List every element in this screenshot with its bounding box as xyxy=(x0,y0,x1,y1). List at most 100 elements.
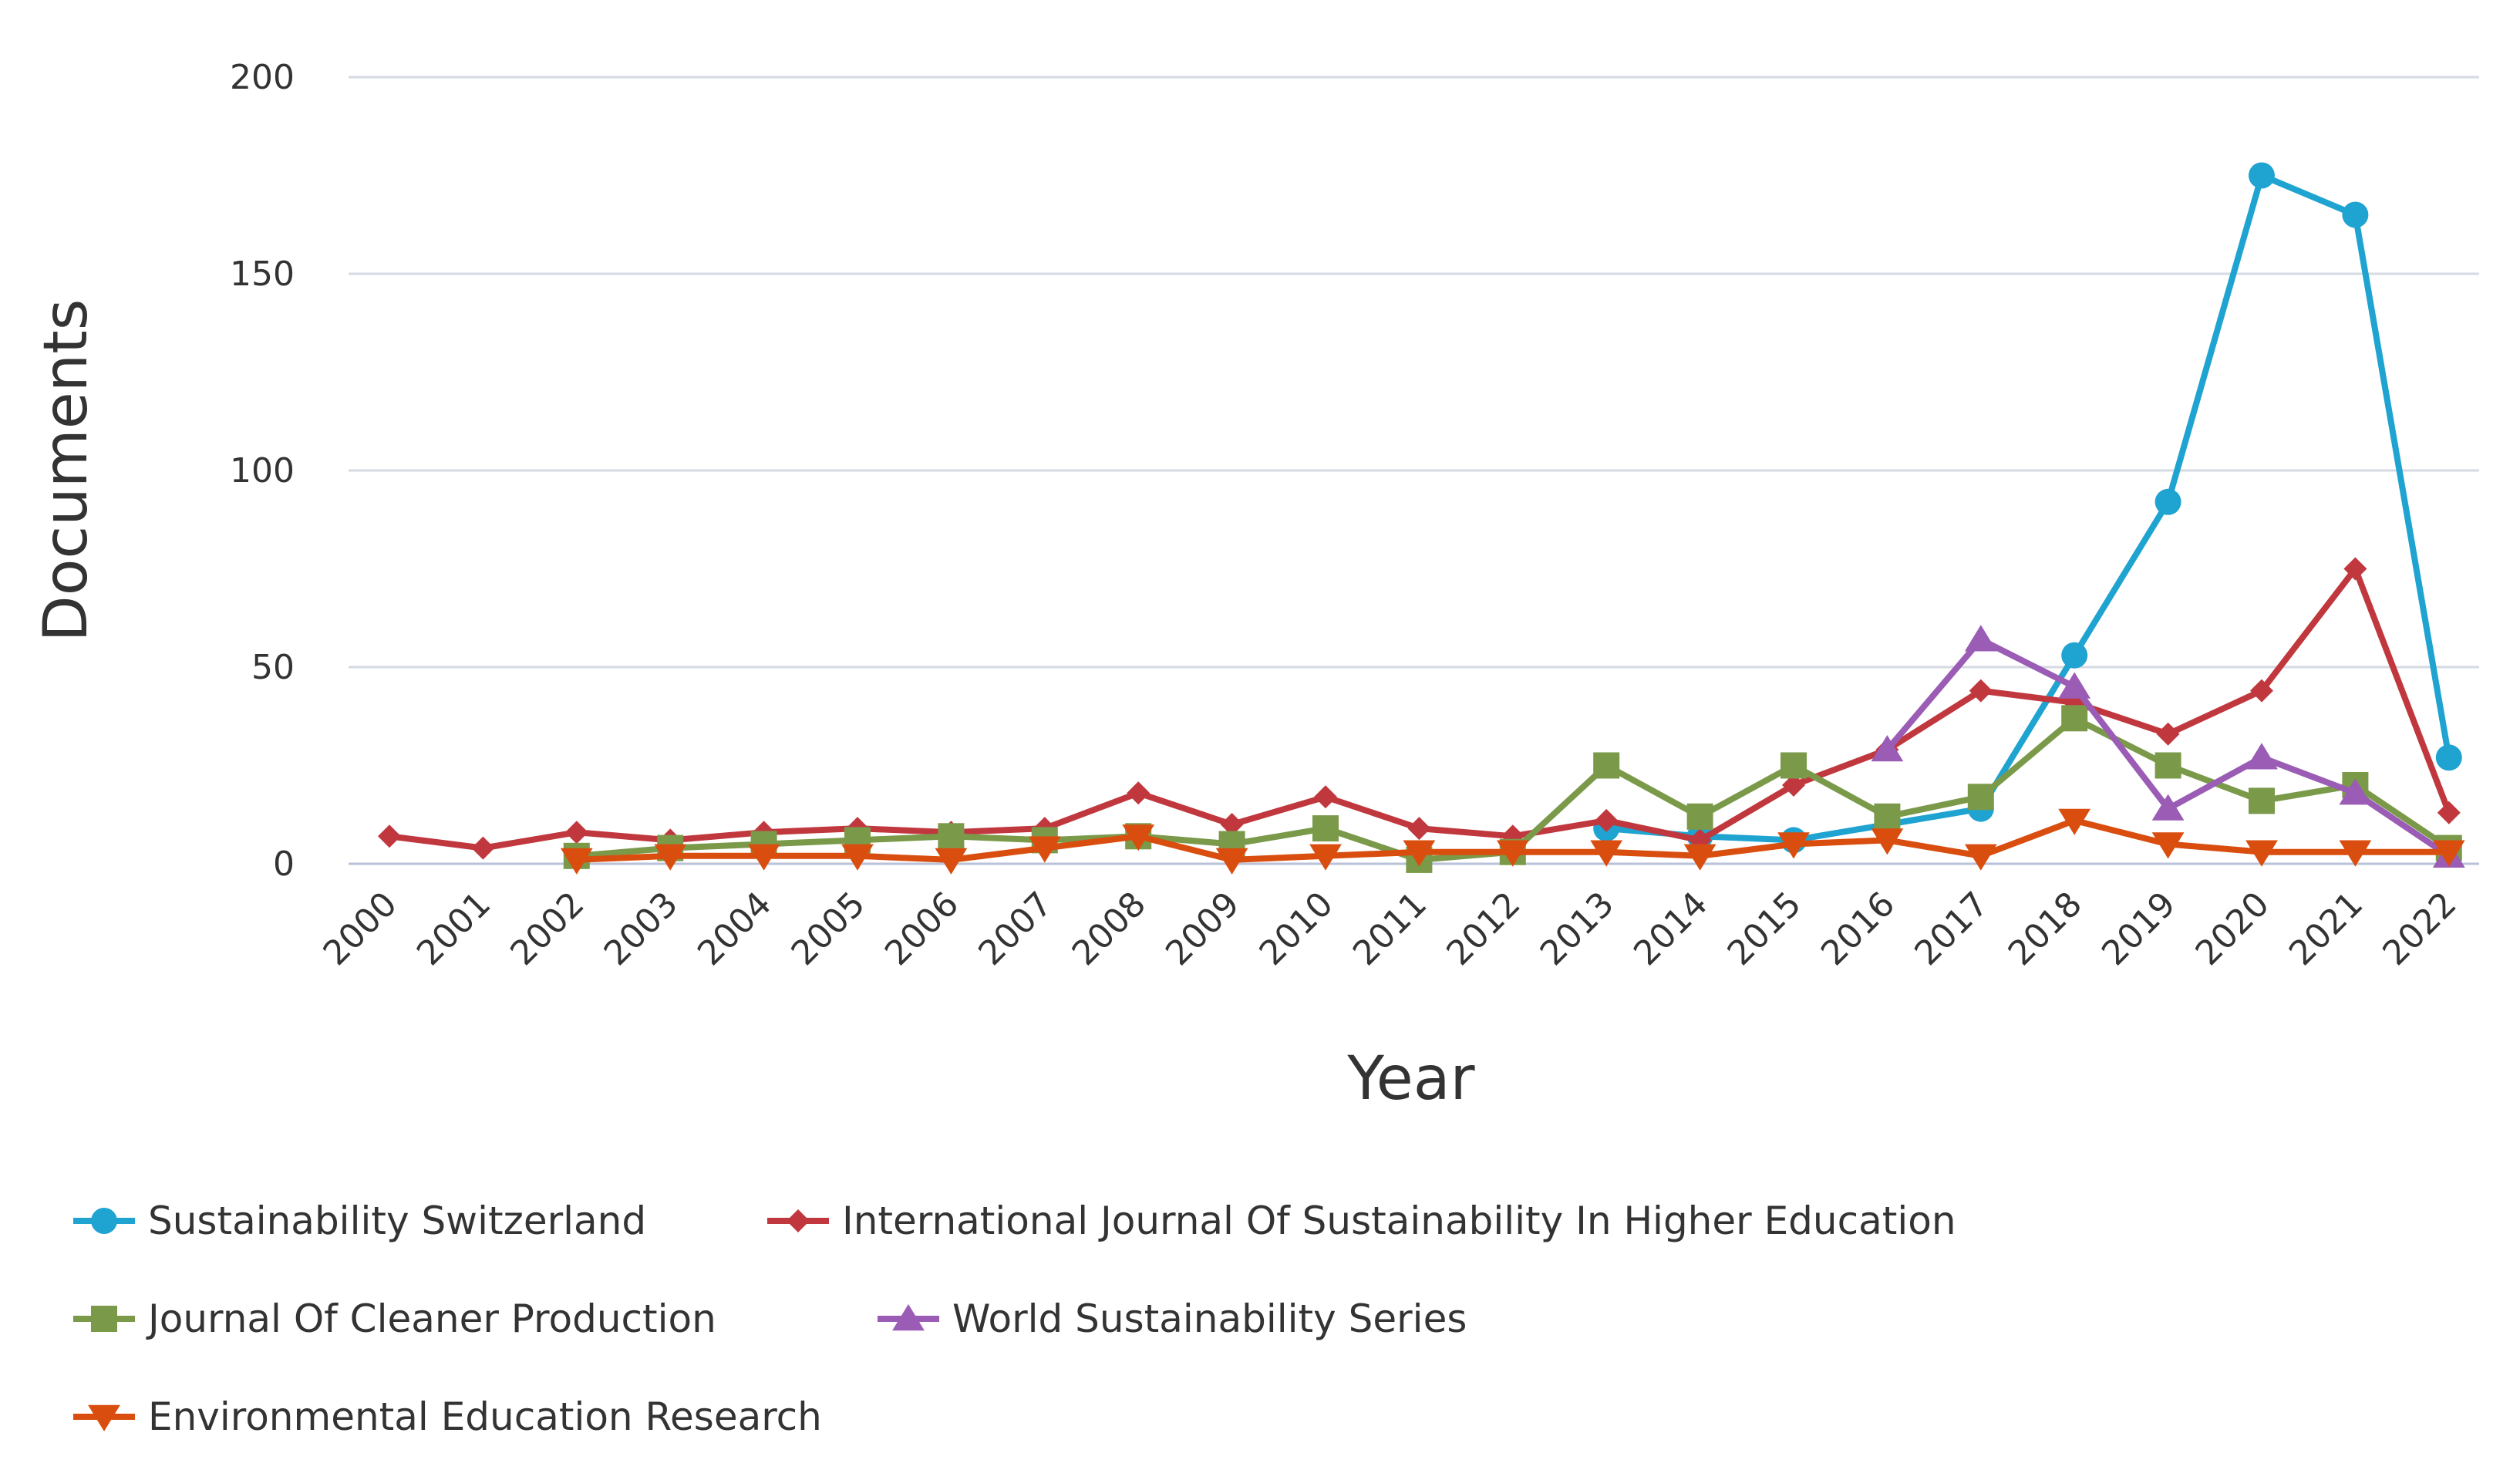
data-point[interactable] xyxy=(2151,794,2185,821)
data-point[interactable] xyxy=(1215,848,1248,875)
data-point[interactable] xyxy=(2058,808,2091,835)
legend-marker xyxy=(88,1404,120,1431)
data-point[interactable] xyxy=(471,836,495,860)
data-point[interactable] xyxy=(2342,201,2369,228)
data-point[interactable] xyxy=(1127,781,1151,805)
data-point[interactable] xyxy=(2435,744,2462,771)
x-tick-label: 2005 xyxy=(784,885,873,973)
data-point[interactable] xyxy=(654,844,687,871)
gridlines xyxy=(349,76,2479,865)
data-point[interactable] xyxy=(2339,840,2372,867)
data-point[interactable] xyxy=(841,844,874,871)
x-tick-label: 2007 xyxy=(971,885,1060,973)
data-point[interactable] xyxy=(1781,752,1807,779)
data-point[interactable] xyxy=(1403,840,1436,867)
data-point[interactable] xyxy=(747,844,780,871)
data-point[interactable] xyxy=(1964,844,1997,871)
series-lines xyxy=(378,162,2465,875)
data-point[interactable] xyxy=(1407,817,1431,841)
y-axis-title: Documents xyxy=(32,299,101,642)
data-point[interactable] xyxy=(1122,824,1155,851)
data-point[interactable] xyxy=(2154,488,2181,515)
legend-label: World Sustainability Series xyxy=(952,1296,1467,1341)
x-tick-label: 2019 xyxy=(2094,885,2183,973)
y-tick-label: 100 xyxy=(230,451,295,491)
series-line xyxy=(386,565,2452,851)
series-2 xyxy=(378,557,2461,860)
data-point[interactable] xyxy=(1683,844,1716,871)
y-tick-label: 50 xyxy=(251,648,295,687)
data-point[interactable] xyxy=(1028,836,1061,863)
x-tick-label: 2010 xyxy=(1252,885,1341,973)
x-tick-label: 2014 xyxy=(1626,885,1715,973)
legend-label: Environmental Education Research xyxy=(148,1394,822,1439)
data-point[interactable] xyxy=(1312,815,1339,842)
data-point[interactable] xyxy=(935,848,968,875)
data-point[interactable] xyxy=(1593,752,1620,779)
data-point[interactable] xyxy=(1309,844,1342,871)
x-tick-label: 2020 xyxy=(2188,885,2277,973)
data-point[interactable] xyxy=(2343,557,2367,581)
x-tick-label: 2002 xyxy=(503,885,591,973)
legend-label: Sustainability Switzerland xyxy=(148,1198,646,1243)
data-point[interactable] xyxy=(1590,840,1623,867)
series-4 xyxy=(1871,625,2465,868)
legend: Sustainability Switzerland International … xyxy=(73,1198,1956,1439)
x-tick-label: 2011 xyxy=(1346,885,1434,973)
legend-label: International Journal Of Sustainability … xyxy=(842,1198,1956,1243)
data-point[interactable] xyxy=(2245,840,2278,867)
data-point[interactable] xyxy=(2245,743,2278,770)
data-point[interactable] xyxy=(2339,778,2372,805)
data-point[interactable] xyxy=(560,848,593,875)
data-point[interactable] xyxy=(2250,679,2273,703)
data-point[interactable] xyxy=(2061,705,2088,732)
x-tick-label: 2009 xyxy=(1158,885,1247,973)
data-point[interactable] xyxy=(1314,785,1337,809)
legend-marker xyxy=(892,1304,925,1331)
legend-item[interactable]: Environmental Education Research xyxy=(73,1394,822,1439)
data-point[interactable] xyxy=(1782,774,1805,797)
data-point[interactable] xyxy=(2151,832,2185,859)
data-point[interactable] xyxy=(1967,784,1994,811)
data-point[interactable] xyxy=(564,821,588,845)
data-point[interactable] xyxy=(1871,828,1904,855)
series-line xyxy=(1603,172,2452,844)
data-point[interactable] xyxy=(1874,803,1901,830)
data-point[interactable] xyxy=(2154,752,2181,779)
data-point[interactable] xyxy=(1686,803,1713,830)
legend-item[interactable]: International Journal Of Sustainability … xyxy=(767,1198,1956,1243)
data-point[interactable] xyxy=(938,823,965,850)
x-tick-label: 2008 xyxy=(1065,885,1154,973)
data-point[interactable] xyxy=(378,824,401,848)
legend-marker xyxy=(91,1306,117,1332)
data-point[interactable] xyxy=(1969,679,1993,703)
x-tick-label: 2012 xyxy=(1439,885,1528,973)
series-5 xyxy=(560,808,2465,875)
y-tick-label: 150 xyxy=(230,255,295,294)
data-point[interactable] xyxy=(1496,840,1529,867)
data-point[interactable] xyxy=(1871,735,1904,762)
data-point[interactable] xyxy=(1964,625,1997,652)
data-point[interactable] xyxy=(2058,672,2091,699)
series-line xyxy=(1884,636,2452,859)
data-point[interactable] xyxy=(2249,162,2275,189)
data-point[interactable] xyxy=(1777,832,1810,859)
x-tick-label: 2006 xyxy=(878,885,966,973)
data-point[interactable] xyxy=(1595,808,1619,832)
legend-marker xyxy=(91,1208,117,1234)
y-tick-label: 200 xyxy=(230,58,295,97)
legend-item[interactable]: Journal Of Cleaner Production xyxy=(73,1296,716,1341)
data-point[interactable] xyxy=(2432,840,2465,867)
x-axis-title: Year xyxy=(1346,1044,1475,1114)
legend-item[interactable]: World Sustainability Series xyxy=(878,1296,1467,1341)
legend-marker xyxy=(787,1209,810,1232)
data-point[interactable] xyxy=(2061,642,2088,669)
legend-item[interactable]: Sustainability Switzerland xyxy=(73,1198,646,1243)
x-tick-label: 2004 xyxy=(690,885,779,973)
x-tick-label: 2013 xyxy=(1533,885,1622,973)
data-point[interactable] xyxy=(2156,722,2180,746)
data-point[interactable] xyxy=(2249,787,2275,814)
x-tick-label: 2017 xyxy=(1907,885,1996,973)
data-point[interactable] xyxy=(1220,813,1244,836)
data-point[interactable] xyxy=(2437,801,2461,824)
